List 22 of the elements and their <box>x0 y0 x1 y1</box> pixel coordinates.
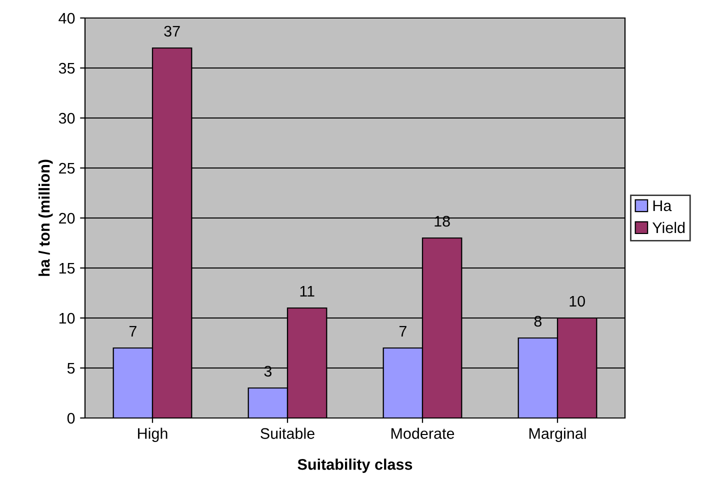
x-tick-label: Moderate <box>391 428 454 439</box>
y-tick-label: 10 <box>59 312 75 324</box>
legend-label: Ha <box>653 200 672 212</box>
legend-label: Yield <box>652 222 685 234</box>
data-label: 7 <box>399 326 406 336</box>
x-tick-label: High <box>138 428 168 442</box>
y-tick-label: 35 <box>58 62 75 74</box>
x-tick-label: Suitable <box>260 428 314 439</box>
y-tick-label: 40 <box>58 12 75 24</box>
data-label: 11 <box>300 286 314 296</box>
x-axis-title: Suitability class <box>298 458 412 473</box>
y-tick-label: 0 <box>67 412 75 424</box>
y-axis-title: ha / ton (million) <box>38 160 53 276</box>
x-tick-label: Marginal <box>529 428 586 442</box>
y-tick-label: 20 <box>59 212 75 224</box>
y-tick-label: 25 <box>59 162 75 174</box>
data-label: 10 <box>570 296 585 307</box>
data-label: 7 <box>129 326 136 336</box>
y-tick-label: 30 <box>58 112 75 124</box>
y-tick-label: 15 <box>59 263 75 274</box>
data-label: 37 <box>164 26 180 37</box>
y-tick-label: 5 <box>67 363 75 374</box>
